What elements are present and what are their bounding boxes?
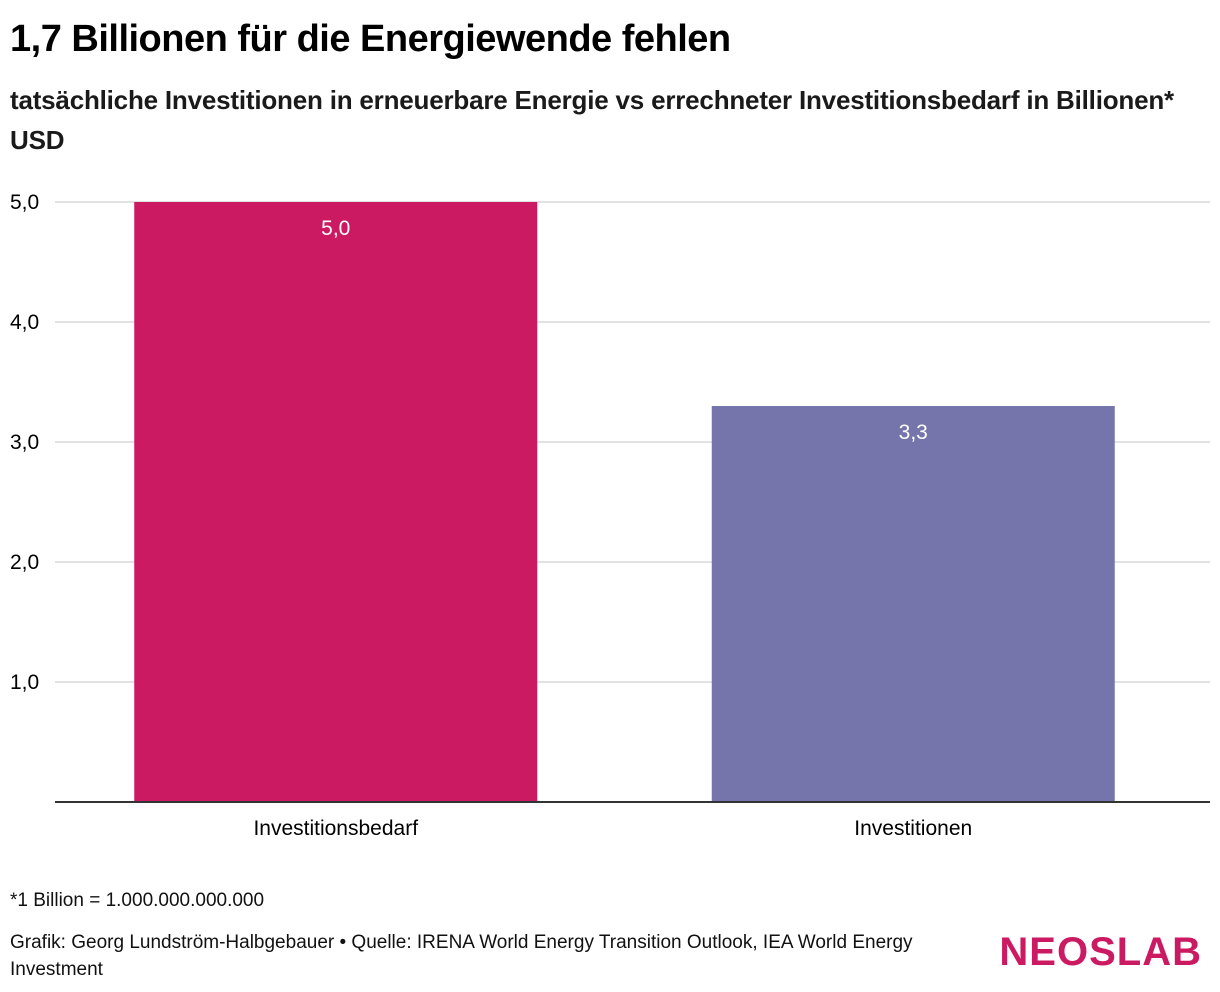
- logo-part-neos: NEOS: [999, 930, 1117, 974]
- logo-part-lab: LAB: [1116, 930, 1202, 974]
- chart-subtitle: tatsächliche Investitionen in erneuerbar…: [10, 85, 1174, 155]
- data-label: 5,0: [321, 217, 350, 240]
- y-tick-label: 1,0: [10, 671, 39, 694]
- y-tick-label: 3,0: [10, 431, 39, 454]
- y-tick-label: 5,0: [10, 191, 39, 214]
- y-tick-label: 2,0: [10, 551, 39, 574]
- x-axis-categories: Investitionsbedarf Investitionen: [253, 817, 972, 840]
- y-axis-ticks: 1,0 2,0 3,0 4,0 5,0: [10, 191, 39, 694]
- bars: [134, 202, 1115, 802]
- neoslab-logo: NEOSLAB: [999, 930, 1202, 975]
- bar: [711, 406, 1115, 802]
- data-label: 3,3: [899, 421, 928, 444]
- bar-chart: 1,0 2,0 3,0 4,0 5,0 5,0 3,3 Investitionsbedar…: [10, 191, 1210, 840]
- x-category-label: Investitionen: [854, 817, 972, 840]
- footnote: *1 Billion = 1.000.000.000.000: [10, 890, 265, 911]
- chart-title: 1,7 Billionen für die Energiewende fehle…: [10, 18, 731, 60]
- bar: [134, 202, 538, 802]
- source-credit: Grafik: Georg Lundström-Halbgebauer • Qu…: [10, 932, 913, 980]
- data-labels: 5,0 3,3: [321, 217, 928, 444]
- y-tick-label: 4,0: [10, 311, 39, 334]
- x-category-label: Investitionsbedarf: [253, 817, 418, 840]
